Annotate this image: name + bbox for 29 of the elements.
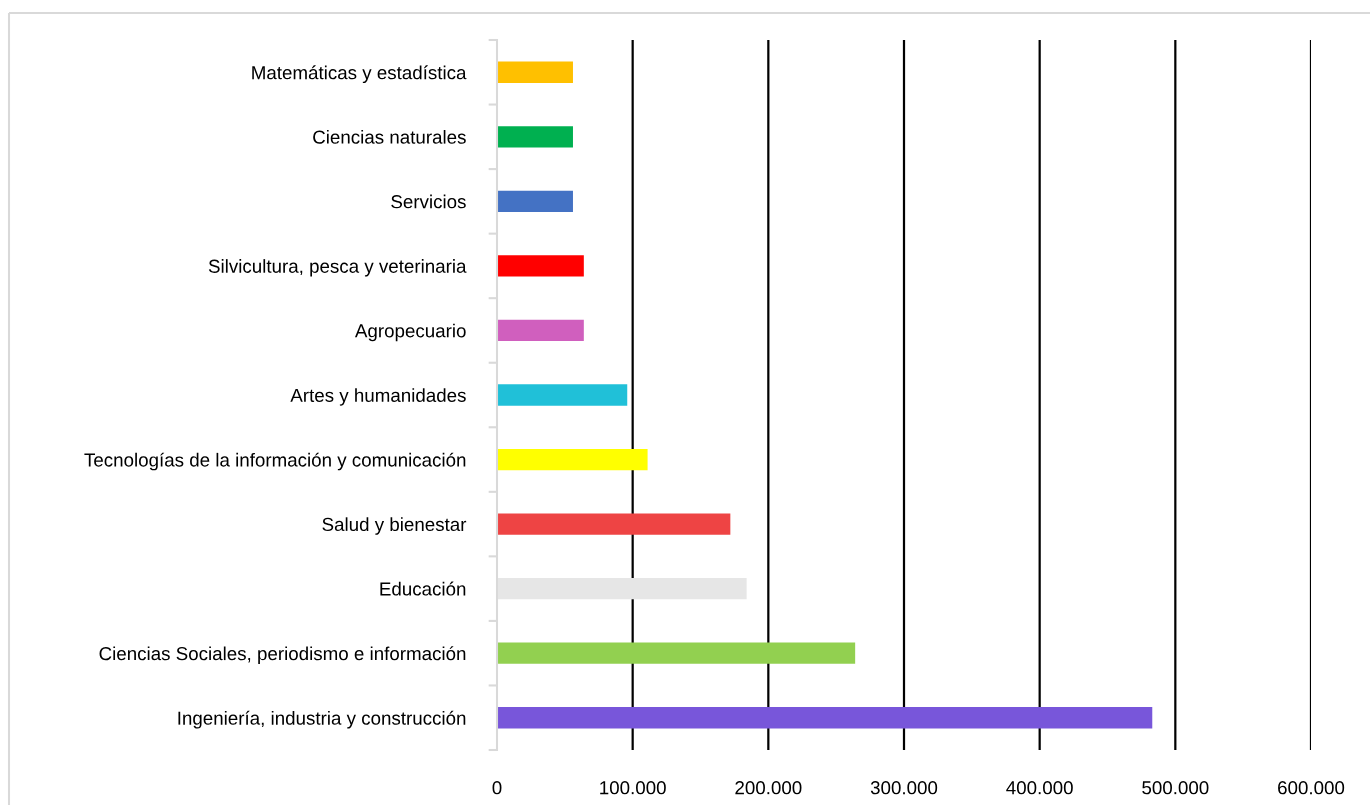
y-tick-label: Servicios	[391, 194, 466, 209]
x-tick-label: 500.000	[1142, 781, 1209, 795]
x-tick-label: 100.000	[600, 781, 666, 795]
bar	[497, 642, 856, 664]
y-tick-label: Ciencias naturales	[313, 130, 466, 144]
bar	[497, 319, 584, 342]
y-tick-label: Tecnologías de la información y comunicación	[84, 452, 466, 471]
y-tick-label: Educación	[380, 581, 466, 596]
bar	[497, 384, 628, 406]
bar	[497, 61, 573, 83]
bar	[497, 126, 573, 148]
y-tick-label: Ingeniería, industria y construcción	[178, 710, 466, 729]
y-tick-label: Agropecuario	[354, 323, 466, 342]
bar	[497, 255, 584, 277]
bar	[497, 707, 1153, 729]
y-tick-label: Salud y bienestar	[322, 517, 467, 535]
y-tick-label: Ciencias Sociales, periodismo e información	[99, 646, 466, 664]
bar	[497, 577, 747, 600]
bar	[497, 448, 648, 471]
x-tick-label: 400.000	[1006, 781, 1073, 795]
x-tick-label: 200.000	[735, 781, 802, 795]
x-tick-label: 600.000	[1278, 781, 1345, 795]
y-tick-label: Artes y humanidades	[290, 388, 466, 406]
bar	[497, 513, 731, 535]
x-tick-label: 300.000	[870, 781, 938, 795]
x-tick-label: 0	[492, 781, 502, 795]
y-tick-label: Silvicultura, pesca y veterinaria	[208, 259, 467, 277]
bar	[497, 190, 573, 213]
y-tick-label: Matemáticas y estadística	[252, 65, 467, 84]
